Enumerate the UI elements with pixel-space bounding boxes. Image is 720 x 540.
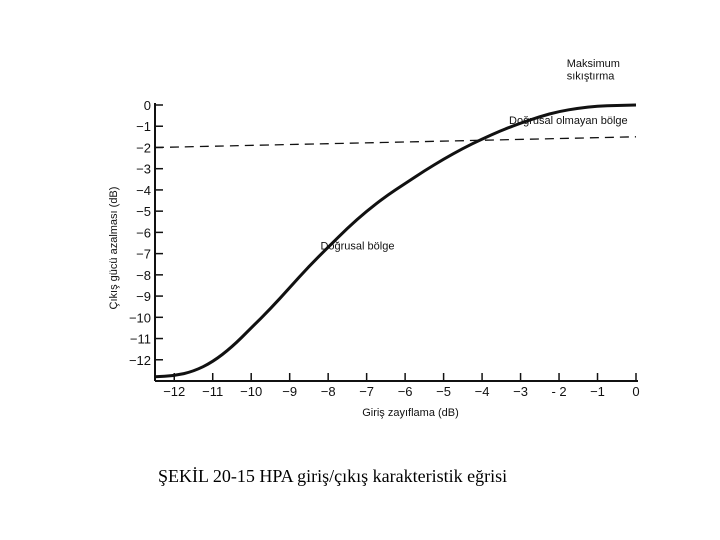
x-axis-label: Giriş zayıflama (dB) — [362, 407, 459, 419]
dashed-line-series — [154, 136, 637, 149]
y-tick-label: −2 — [136, 140, 151, 155]
x-tick-label: −6 — [398, 384, 413, 399]
x-tick-label: −1 — [590, 384, 605, 399]
y-tick-label: −5 — [136, 204, 151, 219]
y-tick-label: −3 — [136, 162, 151, 177]
x-tick-label: −11 — [202, 384, 223, 399]
plot-area: 0−1−2−3−4−5−6−7−8−9−10−11−12−12 −11 −10 −9−… — [108, 58, 640, 419]
annotation-label: Maksimum — [567, 58, 620, 70]
annotation-label: Doğrusal olmayan bölge — [509, 115, 628, 127]
y-tick-label: 0 — [144, 98, 151, 113]
y-tick-label: −10 — [129, 310, 151, 325]
x-tick-label: −7 — [359, 384, 374, 399]
y-tick-label: −6 — [136, 225, 151, 240]
y-tick-label: −12 — [129, 353, 151, 368]
x-tick-label: - 2 — [551, 384, 566, 399]
x-tick-label: −8 — [321, 384, 336, 399]
x-tick-label: −5 — [436, 384, 451, 399]
y-tick-label: −11 — [130, 332, 151, 347]
x-tick-label: −9 — [282, 384, 297, 399]
annotation-label: sıkıştırma — [567, 71, 616, 83]
y-tick-label: −4 — [136, 183, 151, 198]
x-tick-label: −4 — [475, 384, 490, 399]
x-tick-label: −3 — [513, 384, 528, 399]
y-tick-label: −8 — [136, 268, 151, 283]
y-tick-label: −1 — [136, 119, 151, 134]
curve-series — [154, 103, 637, 379]
y-tick-label: −9 — [136, 289, 151, 304]
y-tick-label: −7 — [136, 247, 151, 262]
annotation-label: Doğrusal bölge — [320, 240, 394, 252]
x-tick-label: −12 — [163, 384, 185, 399]
x-tick-label: −10 — [240, 384, 262, 399]
figure-caption: ŞEKİL 20-15 HPA giriş/çıkış karakteristi… — [158, 466, 508, 486]
x-tick-label: 0 — [632, 384, 639, 399]
y-axis-label: Çıkış gücü azalması (dB) — [108, 187, 120, 310]
